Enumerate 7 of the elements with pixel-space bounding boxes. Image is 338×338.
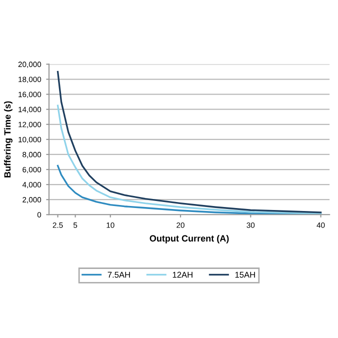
legend-label: 15AH	[235, 272, 255, 278]
legend-label: 7.5AH	[108, 272, 130, 278]
line-series	[56, 70, 322, 214]
x-axis-title: Output Current (A)	[150, 234, 229, 244]
line-series	[56, 104, 322, 214]
y-axis-title: Buffering Time (s)	[4, 101, 12, 178]
legend-label: 12AH	[172, 272, 192, 278]
